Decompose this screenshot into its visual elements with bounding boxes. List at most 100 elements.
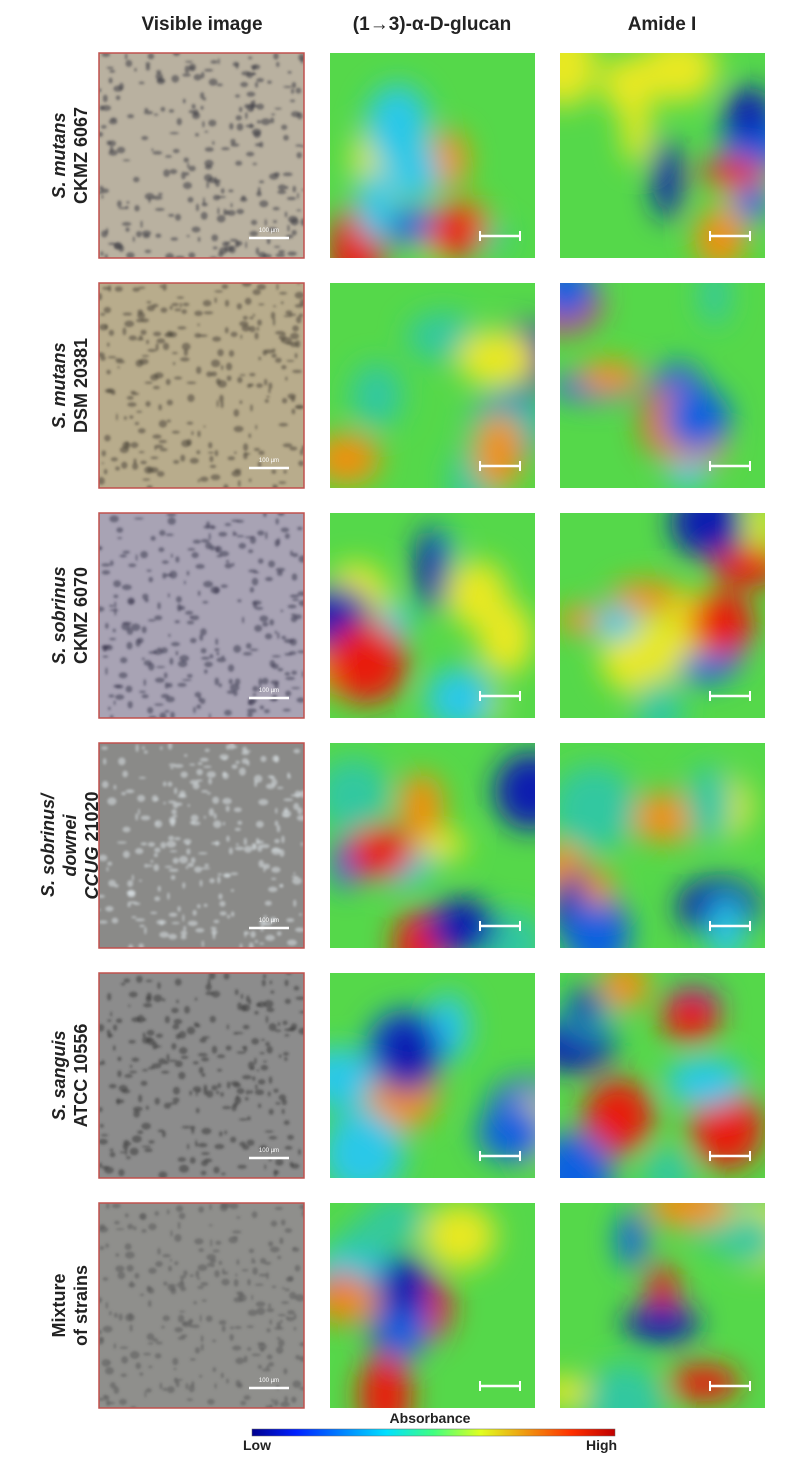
texture-spot	[259, 919, 267, 926]
texture-spot	[171, 921, 180, 925]
texture-spot	[296, 697, 304, 703]
texture-spot	[150, 456, 159, 460]
texture-spot	[146, 864, 153, 867]
texture-spot	[289, 446, 298, 451]
texture-spot	[207, 978, 211, 986]
heatmap-blob	[330, 1111, 405, 1178]
texture-spot	[202, 300, 212, 307]
micrograph-border	[98, 512, 305, 719]
texture-spot	[181, 342, 191, 351]
texture-spot	[169, 657, 174, 665]
texture-spot	[208, 973, 216, 980]
texture-spot	[191, 103, 196, 110]
texture-spot	[122, 1141, 132, 1146]
heatmap-blob	[494, 752, 535, 831]
texture-spot	[284, 533, 290, 539]
texture-spot	[174, 837, 181, 841]
texture-spot	[256, 78, 264, 83]
texture-spot	[269, 916, 277, 923]
texture-spot	[127, 902, 131, 908]
heatmap-blob	[477, 1104, 535, 1163]
texture-spot	[128, 991, 138, 998]
texture-spot	[175, 1033, 181, 1040]
texture-spot	[299, 1342, 304, 1347]
texture-spot	[266, 1271, 269, 1280]
texture-spot	[146, 339, 149, 345]
texture-spot	[175, 650, 179, 656]
heatmap-blob	[661, 993, 720, 1042]
texture-spot	[252, 571, 260, 574]
texture-spot	[186, 234, 190, 238]
texture-spot	[165, 696, 175, 703]
texture-spot	[192, 1061, 199, 1065]
scale-label: 100 µm	[259, 1378, 279, 1384]
texture-spot	[236, 843, 239, 846]
texture-spot	[177, 906, 181, 912]
texture-spot	[212, 141, 215, 145]
texture-spot	[186, 673, 193, 678]
texture-spot	[283, 134, 289, 141]
texture-spot	[208, 442, 213, 449]
texture-spot	[172, 1357, 179, 1366]
texture-spot	[197, 762, 203, 766]
texture-spot	[210, 60, 218, 64]
texture-spot	[282, 172, 293, 177]
texture-spot	[210, 926, 217, 930]
texture-spot	[182, 181, 192, 190]
texture-spot	[212, 246, 218, 250]
texture-spot	[195, 1092, 199, 1096]
texture-spot	[120, 1373, 128, 1377]
texture-spot	[171, 351, 178, 355]
texture-spot	[156, 69, 162, 75]
texture-spot	[278, 249, 286, 254]
texture-spot	[233, 645, 242, 653]
texture-spot	[186, 1026, 196, 1035]
texture-spot	[105, 1301, 109, 1309]
texture	[99, 973, 304, 1178]
texture-spot	[235, 115, 242, 121]
texture-spot	[208, 119, 217, 127]
texture-spot	[271, 1398, 274, 1403]
texture-spot	[106, 1203, 110, 1210]
texture-spot	[227, 456, 236, 461]
texture-spot	[180, 1055, 189, 1059]
texture-spot	[197, 1285, 204, 1289]
texture-spot	[203, 68, 214, 72]
texture-spot	[260, 844, 270, 849]
texture-spot	[113, 242, 123, 250]
texture-spot	[199, 1314, 202, 1323]
texture-spot	[153, 331, 162, 337]
texture-spot	[212, 194, 221, 201]
texture-spot	[135, 848, 144, 855]
heatmap-blob	[567, 986, 601, 1028]
texture-spot	[111, 391, 116, 395]
texture-spot	[299, 1010, 304, 1014]
row-label: S. sanguis ATCC 10556	[49, 1024, 91, 1128]
texture-spot	[228, 245, 236, 254]
texture-spot	[131, 916, 137, 919]
texture-spot	[172, 148, 180, 154]
texture-spot	[159, 529, 166, 536]
texture-spot	[129, 1351, 140, 1359]
texture-spot	[127, 1223, 134, 1230]
texture-spot	[297, 1148, 302, 1156]
texture-spot	[292, 877, 302, 885]
texture-spot	[128, 335, 137, 341]
texture-spot	[251, 1260, 256, 1264]
heatmap-blob	[593, 605, 640, 641]
texture-spot	[218, 251, 224, 258]
texture-spot	[152, 151, 163, 155]
texture-spot	[201, 1299, 207, 1302]
texture-spot	[232, 745, 238, 749]
heatmap-blobs	[560, 283, 731, 488]
texture-spot	[135, 744, 139, 753]
texture-spot	[99, 854, 108, 862]
texture-spot	[289, 594, 300, 598]
texture-spot	[256, 1307, 266, 1315]
texture-spot	[167, 682, 173, 688]
texture-spot	[293, 1313, 297, 1320]
texture-spot	[152, 1337, 159, 1342]
texture-spot	[244, 1096, 249, 1101]
texture-spot	[232, 1345, 242, 1351]
texture-spot	[194, 866, 202, 873]
